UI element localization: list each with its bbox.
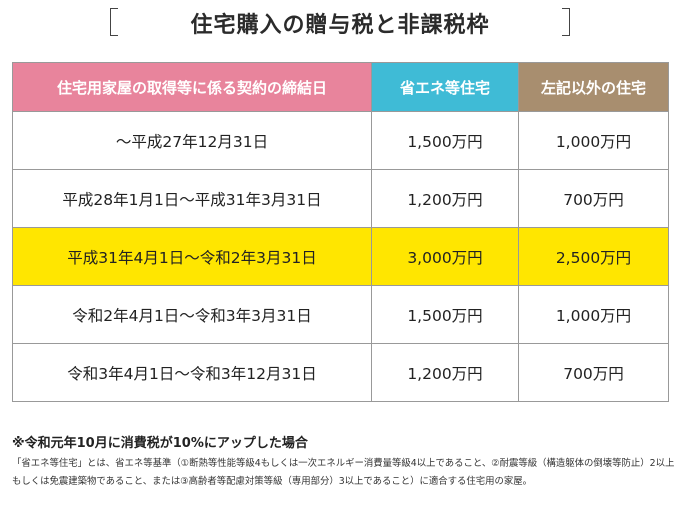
title-bracket-right	[562, 8, 570, 36]
title-bracket-left	[110, 8, 118, 36]
header-eco-housing: 省エネ等住宅	[371, 62, 519, 112]
table-row-highlighted: 平成31年4月1日〜令和2年3月31日 3,000万円 2,500万円	[12, 227, 669, 286]
cell-other-amount: 700万円	[518, 169, 669, 228]
table-row: 令和2年4月1日〜令和3年3月31日 1,500万円 1,000万円	[12, 285, 669, 344]
cell-other-amount: 2,500万円	[518, 227, 669, 286]
cell-other-amount: 700万円	[518, 343, 669, 402]
table-header-row: 住宅用家屋の取得等に係る契約の締結日 省エネ等住宅 左記以外の住宅	[12, 62, 669, 112]
cell-contract-date: 〜平成27年12月31日	[12, 111, 372, 170]
table-row: 平成28年1月1日〜平成31年3月31日 1,200万円 700万円	[12, 169, 669, 228]
cell-contract-date: 令和2年4月1日〜令和3年3月31日	[12, 285, 372, 344]
cell-other-amount: 1,000万円	[518, 111, 669, 170]
cell-contract-date: 平成28年1月1日〜平成31年3月31日	[12, 169, 372, 228]
cell-eco-amount: 3,000万円	[371, 227, 519, 286]
cell-eco-amount: 1,200万円	[371, 169, 519, 228]
page-title: 住宅購入の贈与税と非課税枠	[190, 13, 490, 38]
cell-contract-date: 令和3年4月1日〜令和3年12月31日	[12, 343, 372, 402]
table-row: 令和3年4月1日〜令和3年12月31日 1,200万円 700万円	[12, 343, 669, 402]
table-row: 〜平成27年12月31日 1,500万円 1,000万円	[12, 111, 669, 170]
eco-housing-definition-note: 「省エネ等住宅」とは、省エネ等基準（①断熱等性能等級4もしくは一次エネルギー消費…	[12, 458, 675, 487]
cell-other-amount: 1,000万円	[518, 285, 669, 344]
header-contract-date: 住宅用家屋の取得等に係る契約の締結日	[12, 62, 372, 112]
header-other-housing: 左記以外の住宅	[518, 62, 669, 112]
cell-eco-amount: 1,200万円	[371, 343, 519, 402]
cell-eco-amount: 1,500万円	[371, 285, 519, 344]
gift-tax-exemption-table: 住宅用家屋の取得等に係る契約の締結日 省エネ等住宅 左記以外の住宅 〜平成27年…	[12, 62, 669, 402]
title-area: 住宅購入の贈与税と非課税枠	[0, 4, 680, 44]
consumption-tax-note: ※令和元年10月に消費税が10%にアップした場合	[12, 436, 308, 451]
cell-contract-date: 平成31年4月1日〜令和2年3月31日	[12, 227, 372, 286]
cell-eco-amount: 1,500万円	[371, 111, 519, 170]
